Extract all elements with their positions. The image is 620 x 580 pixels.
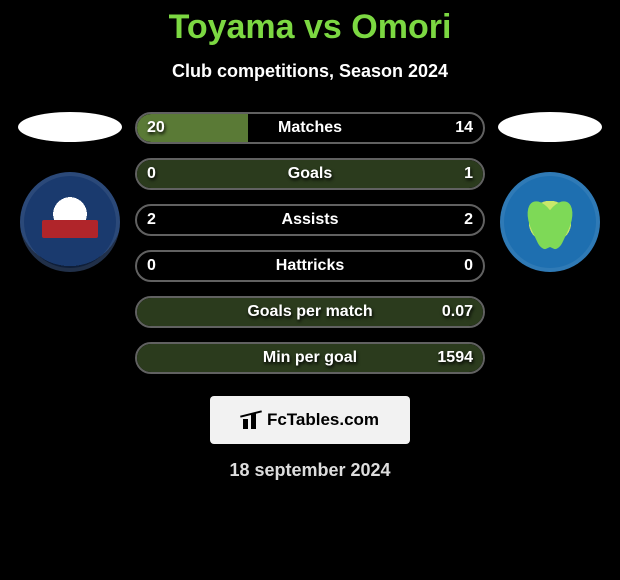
stat-bar: Goals 0 1 (135, 158, 485, 190)
player-head-placeholder-right (498, 112, 602, 142)
bar-metric-label: Min per goal (263, 349, 357, 367)
bar-metric-label: Assists (282, 211, 339, 229)
infographic-root: Toyama vs Omori Club competitions, Seaso… (0, 0, 620, 580)
bar-right-value: 1 (464, 165, 473, 183)
bar-right-value: 0 (464, 257, 473, 275)
bar-metric-label: Goals per match (247, 303, 372, 321)
stat-bar: Min per goal 1594 (135, 342, 485, 374)
club-crest-right (500, 172, 600, 272)
bar-right-value: 1594 (437, 349, 473, 367)
stat-bar: Assists 2 2 (135, 204, 485, 236)
main-row: Matches2014Goals01Assists22Hattricks00Go… (0, 112, 620, 374)
bar-metric-label: Hattricks (276, 257, 344, 275)
bar-metric-label: Matches (278, 119, 342, 137)
stat-bar: Matches 20 14 (135, 112, 485, 144)
player-head-placeholder-left (18, 112, 122, 142)
left-player-column (15, 112, 125, 272)
bar-left-value: 20 (147, 119, 165, 137)
stat-bar: Hattricks 0 0 (135, 250, 485, 282)
chart-icon (241, 411, 261, 429)
stat-bar: Goals per match 0.07 (135, 296, 485, 328)
bar-metric-label: Goals (288, 165, 332, 183)
bar-left-value: 0 (147, 165, 156, 183)
bar-left-value: 2 (147, 211, 156, 229)
bar-right-value: 14 (455, 119, 473, 137)
brand-text: FcTables.com (267, 410, 379, 430)
brand-badge: FcTables.com (210, 396, 410, 444)
bar-right-value: 0.07 (442, 303, 473, 321)
stat-bars-container: Matches2014Goals01Assists22Hattricks00Go… (135, 112, 485, 374)
date-line: 18 september 2024 (0, 460, 620, 481)
page-title: Toyama vs Omori (0, 8, 620, 47)
right-player-column (495, 112, 605, 272)
club-crest-left (20, 172, 120, 272)
bar-left-value: 0 (147, 257, 156, 275)
subtitle: Club competitions, Season 2024 (0, 61, 620, 82)
bar-right-value: 2 (464, 211, 473, 229)
